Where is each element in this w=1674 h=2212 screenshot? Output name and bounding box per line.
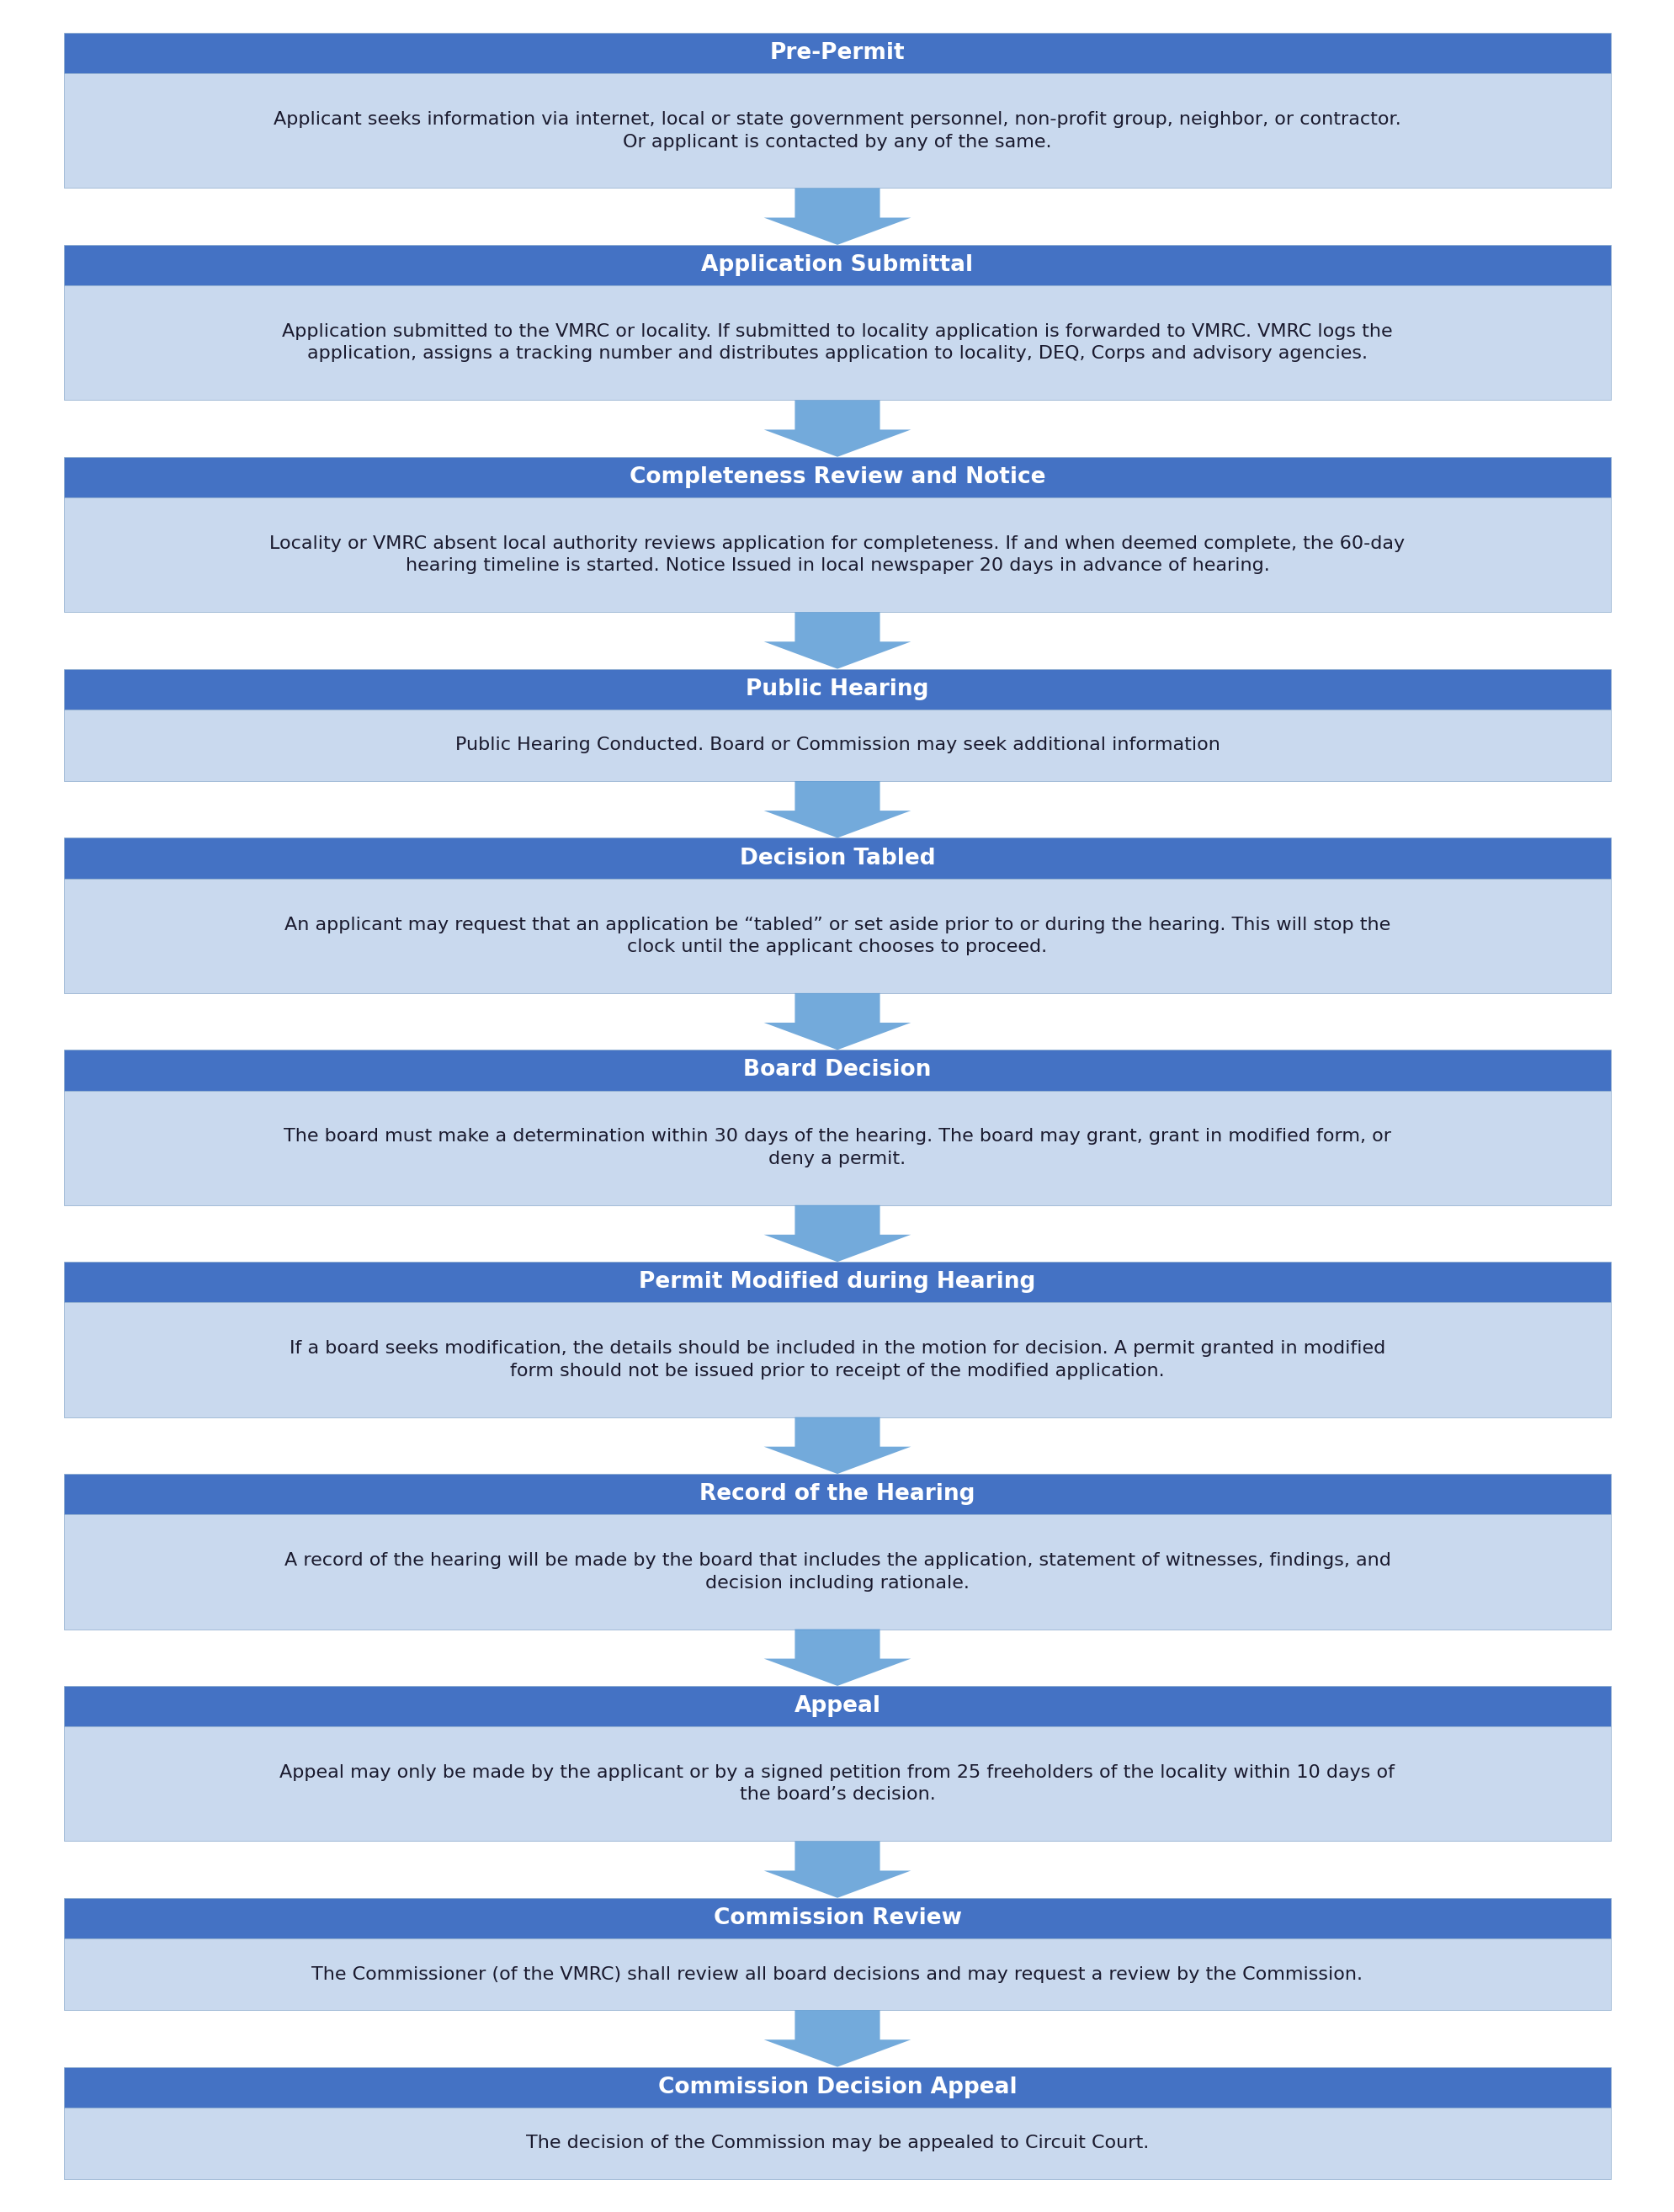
Text: Public Hearing: Public Hearing <box>745 679 929 701</box>
Bar <box>64 246 1610 285</box>
Polygon shape <box>763 400 911 458</box>
Bar <box>64 2108 1610 2179</box>
Polygon shape <box>763 1840 911 1898</box>
Text: Board Decision: Board Decision <box>743 1060 931 1082</box>
Text: Application submitted to the VMRC or locality. If submitted to locality applicat: Application submitted to the VMRC or loc… <box>281 323 1393 363</box>
Bar <box>64 1051 1610 1091</box>
Bar <box>64 1898 1610 1938</box>
Text: Appeal: Appeal <box>793 1694 881 1717</box>
Bar <box>64 838 1610 878</box>
Text: Appeal may only be made by the applicant or by a signed petition from 25 freehol: Appeal may only be made by the applicant… <box>280 1765 1394 1803</box>
Text: Applicant seeks information via internet, local or state government personnel, n: Applicant seeks information via internet… <box>273 111 1401 150</box>
Bar <box>64 878 1610 993</box>
Bar <box>64 1303 1610 1418</box>
Text: Application Submittal: Application Submittal <box>701 254 973 276</box>
Polygon shape <box>763 613 911 668</box>
Bar <box>64 668 1610 710</box>
Text: The board must make a determination within 30 days of the hearing. The board may: The board must make a determination with… <box>283 1128 1391 1168</box>
Bar <box>64 33 1610 73</box>
Text: Decision Tabled: Decision Tabled <box>740 847 934 869</box>
Bar <box>64 1686 1610 1728</box>
Text: Commission Review: Commission Review <box>713 1907 961 1929</box>
Text: Completeness Review and Notice: Completeness Review and Notice <box>629 467 1045 489</box>
Bar <box>64 285 1610 400</box>
Polygon shape <box>763 1206 911 1261</box>
Text: Locality or VMRC absent local authority reviews application for completeness. If: Locality or VMRC absent local authority … <box>270 535 1404 575</box>
Polygon shape <box>763 2011 911 2066</box>
Bar <box>64 710 1610 781</box>
Text: Commission Decision Appeal: Commission Decision Appeal <box>658 2077 1016 2099</box>
Polygon shape <box>763 1630 911 1686</box>
Bar <box>64 1515 1610 1630</box>
Text: If a board seeks modification, the details should be included in the motion for : If a board seeks modification, the detai… <box>290 1340 1384 1380</box>
Polygon shape <box>763 1418 911 1473</box>
Bar <box>64 1473 1610 1515</box>
Bar <box>64 1261 1610 1303</box>
Polygon shape <box>763 781 911 838</box>
Text: The decision of the Commission may be appealed to Circuit Court.: The decision of the Commission may be ap… <box>526 2135 1148 2152</box>
Text: Permit Modified during Hearing: Permit Modified during Hearing <box>639 1272 1035 1294</box>
Text: The Commissioner (of the VMRC) shall review all board decisions and may request : The Commissioner (of the VMRC) shall rev… <box>311 1966 1363 1982</box>
Text: A record of the hearing will be made by the board that includes the application,: A record of the hearing will be made by … <box>285 1553 1389 1590</box>
Bar <box>64 498 1610 613</box>
Polygon shape <box>763 993 911 1051</box>
Bar <box>64 1938 1610 2011</box>
Polygon shape <box>763 188 911 246</box>
Bar <box>64 1728 1610 1840</box>
Text: Public Hearing Conducted. Board or Commission may seek additional information: Public Hearing Conducted. Board or Commi… <box>455 737 1219 754</box>
Text: Record of the Hearing: Record of the Hearing <box>700 1484 974 1504</box>
Bar <box>64 458 1610 498</box>
Bar <box>64 73 1610 188</box>
Bar <box>64 2066 1610 2108</box>
Text: Pre-Permit: Pre-Permit <box>770 42 904 64</box>
Bar <box>64 1091 1610 1206</box>
Text: An applicant may request that an application be “tabled” or set aside prior to o: An applicant may request that an applica… <box>285 916 1389 956</box>
